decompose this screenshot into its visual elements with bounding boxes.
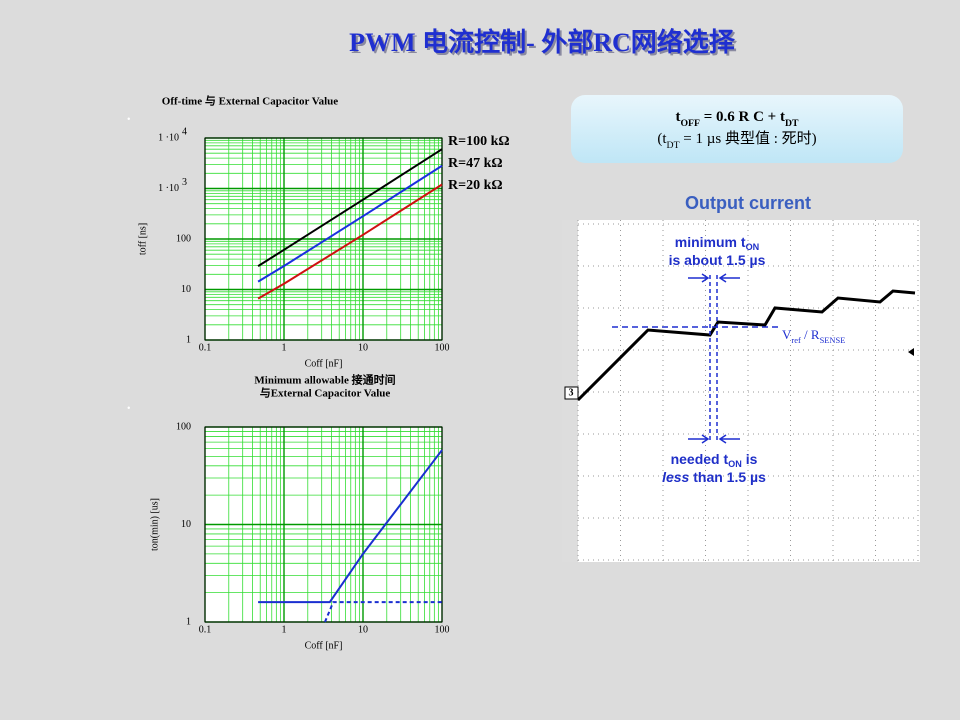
text: / R	[801, 327, 820, 342]
subscript: SENSE	[820, 335, 846, 345]
text: V	[782, 327, 792, 342]
series-line	[257, 148, 443, 267]
scope-screen	[562, 220, 920, 562]
subscript: ON	[746, 242, 760, 252]
text: t	[675, 109, 680, 125]
text: less	[662, 469, 689, 485]
y-tick-label: 1	[186, 334, 191, 345]
scope-title: Output current	[685, 193, 811, 213]
arrows	[688, 273, 740, 444]
subscript: ON	[728, 459, 742, 469]
channel-marker	[564, 386, 579, 400]
legend-label: R=20 kΩ	[448, 178, 503, 193]
x-tick-label: 10	[358, 624, 368, 635]
subscript: DT	[785, 118, 799, 129]
subscript: OFF	[680, 118, 700, 129]
plot-frame	[204, 426, 443, 623]
bullet: •	[127, 403, 131, 414]
text: (t	[657, 131, 667, 147]
legend-label: R=100 kΩ	[448, 134, 510, 149]
text: than 1.5 µs	[689, 469, 766, 485]
x-tick-label: 1	[282, 342, 287, 353]
legend-label: R=47 kΩ	[448, 156, 503, 171]
plot-frame	[204, 137, 443, 341]
formula-box	[571, 95, 903, 163]
x-tick-label: 0.1	[199, 342, 212, 353]
title: PWM 电流控制- 外部RC网络选择	[349, 27, 736, 57]
y-tick-exponent: 4	[182, 126, 187, 137]
text: is about 1.5 µs	[669, 252, 766, 268]
text: = 0.6 R C + t	[700, 109, 785, 125]
subscript: ref	[791, 335, 801, 345]
y-tick-label: 1	[186, 616, 191, 627]
channel: 3	[569, 387, 574, 398]
waveform	[576, 289, 916, 402]
formula: tOFF = 0.6 R C + tDT	[675, 109, 799, 128]
text: needed t	[671, 451, 729, 467]
y-tick-label: 10	[181, 284, 191, 295]
series-line	[257, 164, 443, 283]
chart-title: 与External Capacitor Value	[260, 387, 391, 400]
y-tick-exponent: 3	[182, 177, 187, 188]
note: needed tON is	[671, 451, 758, 470]
x-tick-label: 0.1	[199, 624, 212, 635]
title-shadow: PWM 电流控制- 外部RC网络选择	[351, 29, 738, 59]
scope: 3 minimum tON is about 1.5 µs needed tON…	[562, 220, 920, 562]
bullet: •	[127, 114, 131, 125]
x-tick-label: 10	[358, 342, 368, 353]
y-tick-label: 10	[181, 519, 191, 530]
chart-title: Minimum allowable 接通时间	[254, 373, 395, 387]
x-axis-label: Coff [nF]	[305, 358, 343, 369]
note: minimum tON	[675, 234, 759, 253]
note: less than 1.5 µs	[662, 469, 766, 485]
series-line	[324, 601, 442, 623]
y-axis-label: ton(min) [us]	[149, 498, 160, 551]
formula-note: (tDT = 1 µs 典型值 : 死时)	[657, 130, 816, 150]
text: is	[742, 451, 758, 467]
chart-title: Off-time 与 External Capacitor Value	[162, 95, 339, 108]
y-tick-label: 1 ·10	[158, 183, 179, 194]
trigger-marker	[908, 348, 914, 356]
x-axis-label: Coff [nF]	[305, 640, 343, 651]
y-tick-label: 100	[176, 421, 191, 432]
level-label: Vref / RSENSE	[782, 327, 845, 345]
series-line	[258, 449, 443, 604]
text: = 1 µs 典型值 : 死时)	[680, 130, 817, 147]
note: is about 1.5 µs	[669, 252, 766, 268]
x-tick-label: 1	[282, 624, 287, 635]
text: minimum t	[675, 234, 746, 250]
series-line	[257, 183, 443, 300]
x-tick-label: 100	[435, 624, 450, 635]
y-tick-label: 1 ·10	[158, 132, 179, 143]
x-tick-label: 100	[435, 342, 450, 353]
y-tick-label: 100	[176, 233, 191, 244]
y-axis-label: toff [ns]	[137, 223, 148, 255]
subscript: DT	[667, 140, 680, 151]
